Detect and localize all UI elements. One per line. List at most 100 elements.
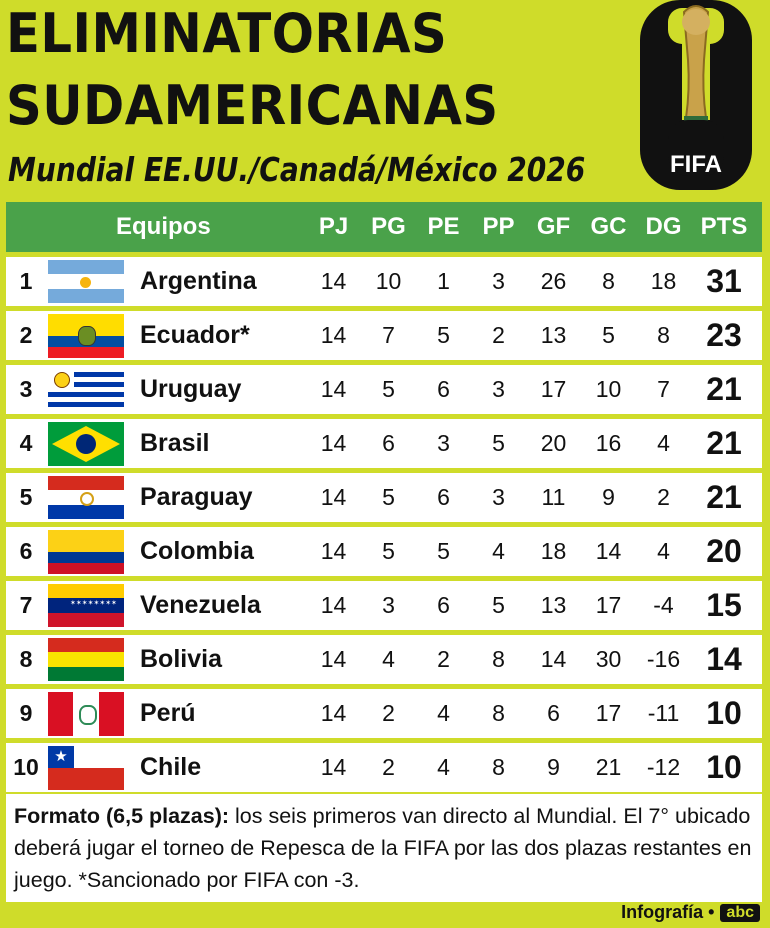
header-gc: GC [590, 213, 627, 240]
stat-pj: 14 [320, 484, 347, 510]
argentina-flag-icon [48, 259, 124, 304]
team-name: Bolivia [140, 645, 222, 673]
stat-pe: 2 [437, 646, 450, 672]
position: 4 [19, 430, 33, 456]
chile-flag-icon: ★ [48, 745, 124, 790]
stat-gf: 17 [540, 376, 567, 402]
stat-gf: 13 [540, 322, 567, 348]
position: 1 [19, 268, 33, 294]
header-pe: PE [427, 213, 460, 240]
team-name: Chile [140, 753, 202, 781]
title-line-2: SUDAMERICANAS [6, 74, 499, 137]
stat-dg: 8 [657, 322, 670, 348]
team-name: Venezuela [140, 591, 261, 619]
stat-pg: 10 [375, 268, 402, 294]
stat-pe: 6 [437, 376, 450, 402]
stat-dg: 2 [657, 484, 670, 510]
stat-gc: 21 [595, 754, 622, 780]
stat-pp: 5 [492, 430, 505, 456]
table-row: 2 Ecuador* 14 7 5 2 13 5 8 23 [6, 311, 762, 360]
position: 8 [19, 646, 33, 672]
table-row: 4 Brasil 14 6 3 5 20 16 4 21 [6, 419, 762, 468]
stat-pj: 14 [320, 700, 347, 726]
uruguay-flag-icon [48, 367, 124, 412]
points: 21 [706, 371, 742, 407]
stat-pe: 6 [437, 484, 450, 510]
header-pts: PTS [700, 213, 748, 240]
standings-table: Equipos PJ PG PE PP GF GC DG PTS 1 Argent… [6, 202, 762, 792]
points: 10 [706, 695, 742, 731]
table-row: 6 Colombia 14 5 5 4 18 14 4 20 [6, 527, 762, 576]
stat-gc: 17 [595, 592, 622, 618]
points: 10 [706, 749, 742, 785]
stat-pe: 4 [437, 754, 450, 780]
stat-pg: 5 [382, 376, 395, 402]
position: 5 [19, 484, 33, 510]
team-name: Uruguay [140, 375, 242, 403]
paraguay-flag-icon [48, 475, 124, 520]
stat-pp: 8 [492, 754, 505, 780]
format-note: Formato (6,5 plazas): los seis primeros … [6, 794, 762, 902]
stat-gf: 20 [540, 430, 567, 456]
stat-gc: 9 [602, 484, 615, 510]
stat-gf: 14 [540, 646, 567, 672]
stat-pe: 4 [437, 700, 450, 726]
position: 7 [19, 592, 33, 618]
stat-pg: 3 [382, 592, 395, 618]
stat-pp: 3 [492, 376, 505, 402]
header-team: Equipos [116, 213, 211, 240]
position: 6 [19, 538, 33, 564]
stat-gc: 30 [595, 646, 622, 672]
format-note-text: los seis primeros van directo al Mundial… [14, 804, 752, 892]
stat-dg: -11 [647, 700, 680, 726]
stat-pj: 14 [320, 268, 347, 294]
table-row: 1 Argentina 14 10 1 3 26 8 18 31 [6, 257, 762, 306]
stat-gf: 9 [547, 754, 560, 780]
colombia-flag-icon [48, 529, 124, 574]
stat-dg: -16 [646, 646, 681, 672]
stat-pg: 5 [382, 538, 395, 564]
stat-gf: 13 [540, 592, 567, 618]
stat-pj: 14 [320, 592, 347, 618]
credit: Infografía • abc [621, 902, 760, 923]
team-name: Ecuador* [140, 321, 250, 349]
header-pg: PG [371, 213, 406, 240]
stat-pp: 8 [492, 646, 505, 672]
position: 10 [13, 754, 39, 780]
stat-gc: 10 [595, 376, 622, 402]
credit-label: Infografía • [621, 902, 715, 922]
peru-flag-icon [48, 691, 124, 736]
subtitle: Mundial EE.UU./Canadá/México 2026 [8, 150, 586, 189]
stat-pg: 5 [382, 484, 395, 510]
title-line-1: ELIMINATORIAS [6, 2, 448, 65]
stat-gf: 11 [541, 484, 566, 510]
points: 23 [706, 317, 742, 353]
venezuela-flag-icon: ✶✶✶✶✶✶✶✶ [48, 583, 124, 628]
header-pj: PJ [318, 213, 349, 240]
header-dg: DG [645, 213, 682, 240]
fifa-logo-text: FIFA [670, 151, 722, 178]
stat-pe: 6 [437, 592, 450, 618]
format-note-bold: Formato (6,5 plazas): [14, 804, 230, 828]
fifa-world-cup-2026-logo: FIFA [632, 0, 760, 190]
stat-gc: 8 [602, 268, 615, 294]
stat-pj: 14 [320, 322, 347, 348]
stat-pg: 7 [382, 322, 395, 348]
position: 9 [19, 700, 33, 726]
table-row: 9 Perú 14 2 4 8 6 17 -11 10 [6, 689, 762, 738]
stat-gf: 26 [540, 268, 567, 294]
stat-pp: 5 [492, 592, 505, 618]
position: 3 [19, 376, 33, 402]
stat-pj: 14 [320, 376, 347, 402]
ecuador-flag-icon [48, 313, 124, 358]
table-row: 8 Bolivia 14 4 2 8 14 30 -16 14 [6, 635, 762, 684]
stat-pe: 1 [437, 268, 450, 294]
stat-pj: 14 [320, 538, 347, 564]
stat-pj: 14 [320, 754, 347, 780]
table-row: 5 Paraguay 14 5 6 3 11 9 2 21 [6, 473, 762, 522]
stat-dg: 18 [650, 268, 677, 294]
stat-dg: -4 [653, 592, 674, 618]
stat-pj: 14 [320, 646, 347, 672]
stat-pg: 6 [382, 430, 395, 456]
brasil-flag-icon [48, 421, 124, 466]
